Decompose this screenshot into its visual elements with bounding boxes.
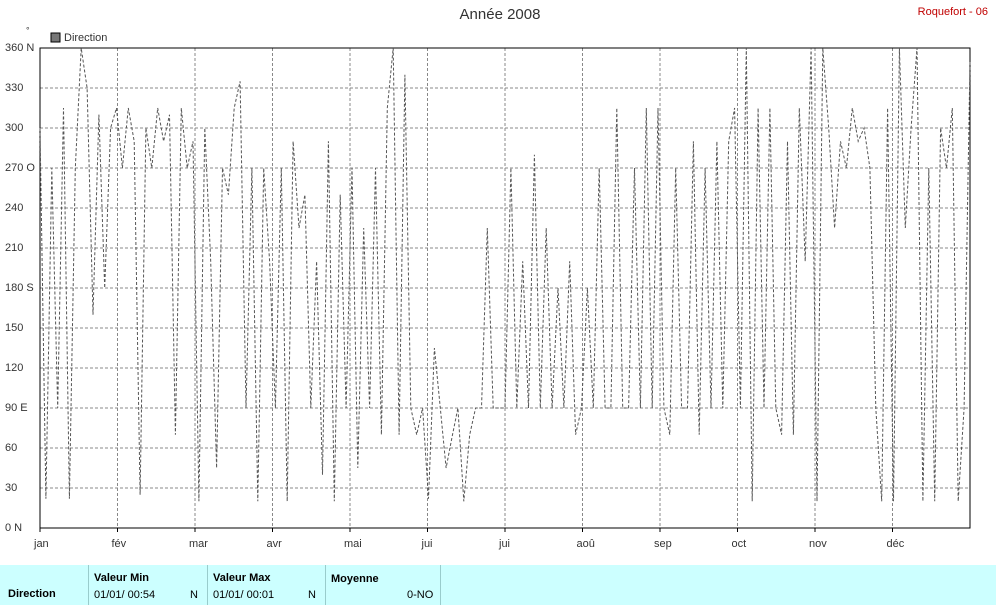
unit: ° [26, 25, 30, 35]
plot-frame [39, 47, 971, 529]
x-tick-label: aoû [577, 538, 595, 550]
legend-swatch [50, 32, 61, 43]
y-tick-label: 330 [5, 82, 23, 94]
x-tick-label: fév [112, 538, 127, 550]
min-dir: N [190, 589, 198, 601]
min-time: 01/01/ 00:54 [94, 589, 156, 601]
x-tick-label: avr [267, 538, 283, 550]
separator [440, 565, 441, 605]
y-tick-label: 120 [5, 362, 23, 374]
y-tick-label: 180 S [5, 282, 34, 294]
max-title: Valeur Max [213, 572, 271, 584]
chart-title: Année 2008 [460, 6, 541, 23]
row-label: Direction [8, 588, 56, 600]
y-tick-label: 30 [5, 482, 17, 494]
y-tick-label: 90 E [5, 402, 28, 414]
y-tick-label: 60 [5, 442, 17, 454]
mean-value: 0-NO [407, 589, 434, 601]
y-tick-label: 270 O [5, 162, 35, 174]
legend-label: Direction [64, 32, 107, 44]
min-title: Valeur Min [94, 572, 150, 584]
separator [325, 565, 326, 605]
y-tick-label: 240 [5, 202, 23, 214]
station: Roquefort - 06 [918, 6, 988, 18]
x-tick-label: nov [809, 538, 827, 550]
x-tick-label: oct [732, 538, 747, 550]
separator [207, 565, 208, 605]
x-tick-label: mar [189, 538, 208, 550]
y-tick-label: 360 N [5, 42, 34, 54]
x-tick-label: jui [498, 538, 510, 550]
summary-table: Direction Valeur Min 01/01/ 00:54 N Vale… [0, 565, 996, 605]
separator [88, 565, 89, 605]
y-tick-label: 150 [5, 322, 23, 334]
y-tick-label: 0 N [5, 522, 22, 534]
x-tick-label: mai [344, 538, 362, 550]
series-line [39, 47, 971, 502]
x-tick-label: sep [654, 538, 672, 550]
x-tick-label: déc [887, 538, 905, 550]
max-time: 01/01/ 00:01 [213, 589, 275, 601]
y-tick-label: 210 [5, 242, 23, 254]
chart: Année 2008 Roquefort - 06 ° Direction 0 … [5, 6, 988, 550]
x-tick-label: jui [421, 538, 433, 550]
max-dir: N [308, 589, 316, 601]
x-tick-label: jan [33, 538, 49, 550]
y-tick-label: 300 [5, 122, 23, 134]
mean-title: Moyenne [331, 573, 379, 585]
